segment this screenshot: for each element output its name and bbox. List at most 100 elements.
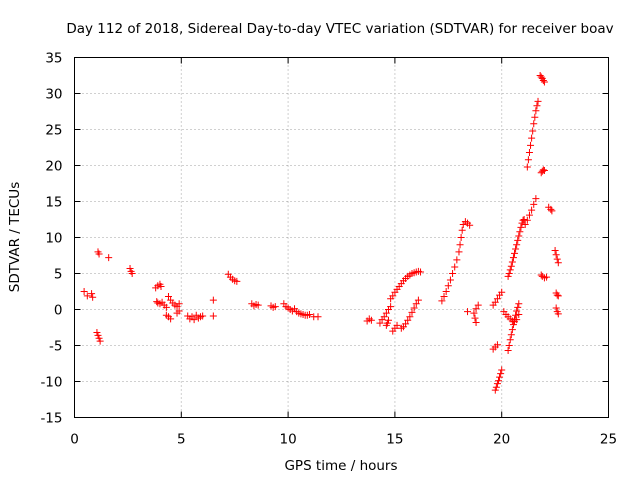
data-point bbox=[521, 221, 529, 229]
y-tick-label: 0 bbox=[54, 303, 63, 319]
data-point bbox=[514, 303, 522, 311]
data-point bbox=[384, 316, 392, 324]
data-point bbox=[367, 316, 375, 324]
data-point bbox=[524, 156, 532, 164]
data-point bbox=[438, 297, 446, 305]
data-point bbox=[508, 258, 516, 266]
y-tick-label: 30 bbox=[45, 87, 62, 103]
y-tick-label: 25 bbox=[45, 123, 62, 139]
x-tick-label: 5 bbox=[177, 432, 186, 448]
data-point bbox=[175, 307, 183, 315]
data-point bbox=[533, 102, 541, 110]
data-point bbox=[517, 223, 525, 231]
data-point bbox=[80, 288, 88, 295]
y-tick-label: 20 bbox=[45, 159, 62, 175]
data-point bbox=[520, 216, 528, 223]
data-point bbox=[491, 386, 499, 394]
data-point bbox=[506, 336, 514, 344]
data-point bbox=[496, 373, 504, 381]
x-tick-label: 20 bbox=[493, 432, 510, 448]
data-point bbox=[408, 308, 416, 316]
data-point bbox=[105, 254, 113, 262]
data-point bbox=[537, 271, 545, 279]
data-point bbox=[504, 347, 512, 355]
y-tick-label: 35 bbox=[45, 51, 62, 67]
data-point bbox=[456, 241, 464, 249]
data-point bbox=[493, 341, 501, 349]
data-point bbox=[88, 290, 96, 298]
data-point bbox=[175, 300, 183, 308]
y-axis-label: SDTVAR / TECUs bbox=[7, 182, 23, 292]
data-point bbox=[440, 293, 448, 301]
data-point bbox=[167, 315, 175, 323]
data-point bbox=[404, 316, 412, 324]
data-point bbox=[507, 262, 515, 270]
data-point bbox=[157, 282, 165, 290]
data-point bbox=[254, 301, 262, 309]
data-point bbox=[539, 166, 547, 174]
data-point bbox=[507, 331, 515, 339]
data-point bbox=[95, 250, 103, 258]
data-point bbox=[532, 195, 540, 203]
data-point bbox=[498, 288, 506, 296]
data-point bbox=[93, 329, 101, 337]
data-point bbox=[548, 207, 556, 215]
data-point bbox=[389, 292, 397, 300]
data-point bbox=[530, 200, 538, 208]
chart-title: Day 112 of 2018, Sidereal Day-to-day VTE… bbox=[66, 21, 613, 37]
x-tick-label: 10 bbox=[280, 432, 297, 448]
data-point bbox=[209, 296, 217, 304]
y-tick-label: 10 bbox=[45, 231, 62, 247]
data-point bbox=[514, 236, 522, 244]
data-point bbox=[444, 282, 452, 290]
data-point bbox=[554, 259, 562, 267]
data-point bbox=[417, 268, 425, 276]
data-point bbox=[513, 241, 521, 249]
data-point bbox=[449, 270, 457, 277]
y-tick-label: 5 bbox=[54, 267, 63, 283]
data-point bbox=[506, 266, 514, 274]
data-point bbox=[314, 313, 322, 321]
plot-frame bbox=[74, 57, 609, 418]
data-point bbox=[457, 234, 465, 241]
data-point bbox=[554, 292, 562, 300]
data-point bbox=[516, 228, 524, 236]
data-point bbox=[540, 78, 548, 86]
data-point bbox=[387, 303, 395, 311]
data-point bbox=[530, 120, 538, 128]
data-point bbox=[512, 311, 520, 319]
data-point bbox=[493, 295, 501, 303]
data-point bbox=[209, 312, 217, 320]
y-tick-label: -5 bbox=[49, 339, 62, 355]
data-point bbox=[472, 318, 480, 326]
data-point bbox=[553, 255, 561, 263]
data-point bbox=[474, 301, 482, 309]
data-point bbox=[164, 293, 172, 301]
data-point bbox=[525, 149, 533, 157]
data-point bbox=[190, 316, 198, 324]
x-tick-label: 0 bbox=[70, 432, 79, 448]
data-point bbox=[504, 272, 512, 280]
data-point bbox=[493, 380, 501, 388]
data-point bbox=[446, 276, 454, 284]
data-point bbox=[552, 251, 560, 259]
data-point bbox=[552, 304, 560, 312]
data-point bbox=[402, 320, 410, 328]
y-tick-label: 15 bbox=[45, 195, 62, 211]
data-point bbox=[528, 134, 536, 142]
data-point bbox=[528, 206, 536, 214]
data-point bbox=[498, 366, 506, 374]
data-point bbox=[414, 296, 422, 304]
data-point bbox=[94, 331, 102, 339]
data-point bbox=[494, 377, 502, 385]
axis-ticks: 0 5 10 15 20 25 -15 -10 -5 0 5 10 15 20 25 30 35 bbox=[40, 51, 617, 448]
data-point bbox=[511, 249, 519, 257]
data-point bbox=[515, 232, 523, 240]
x-axis-label: GPS time / hours bbox=[284, 458, 397, 474]
data-point bbox=[509, 321, 517, 329]
data-point bbox=[529, 127, 537, 135]
data-point bbox=[511, 316, 519, 324]
data-point bbox=[491, 298, 499, 306]
data-point bbox=[464, 308, 472, 316]
data-point bbox=[451, 263, 459, 271]
